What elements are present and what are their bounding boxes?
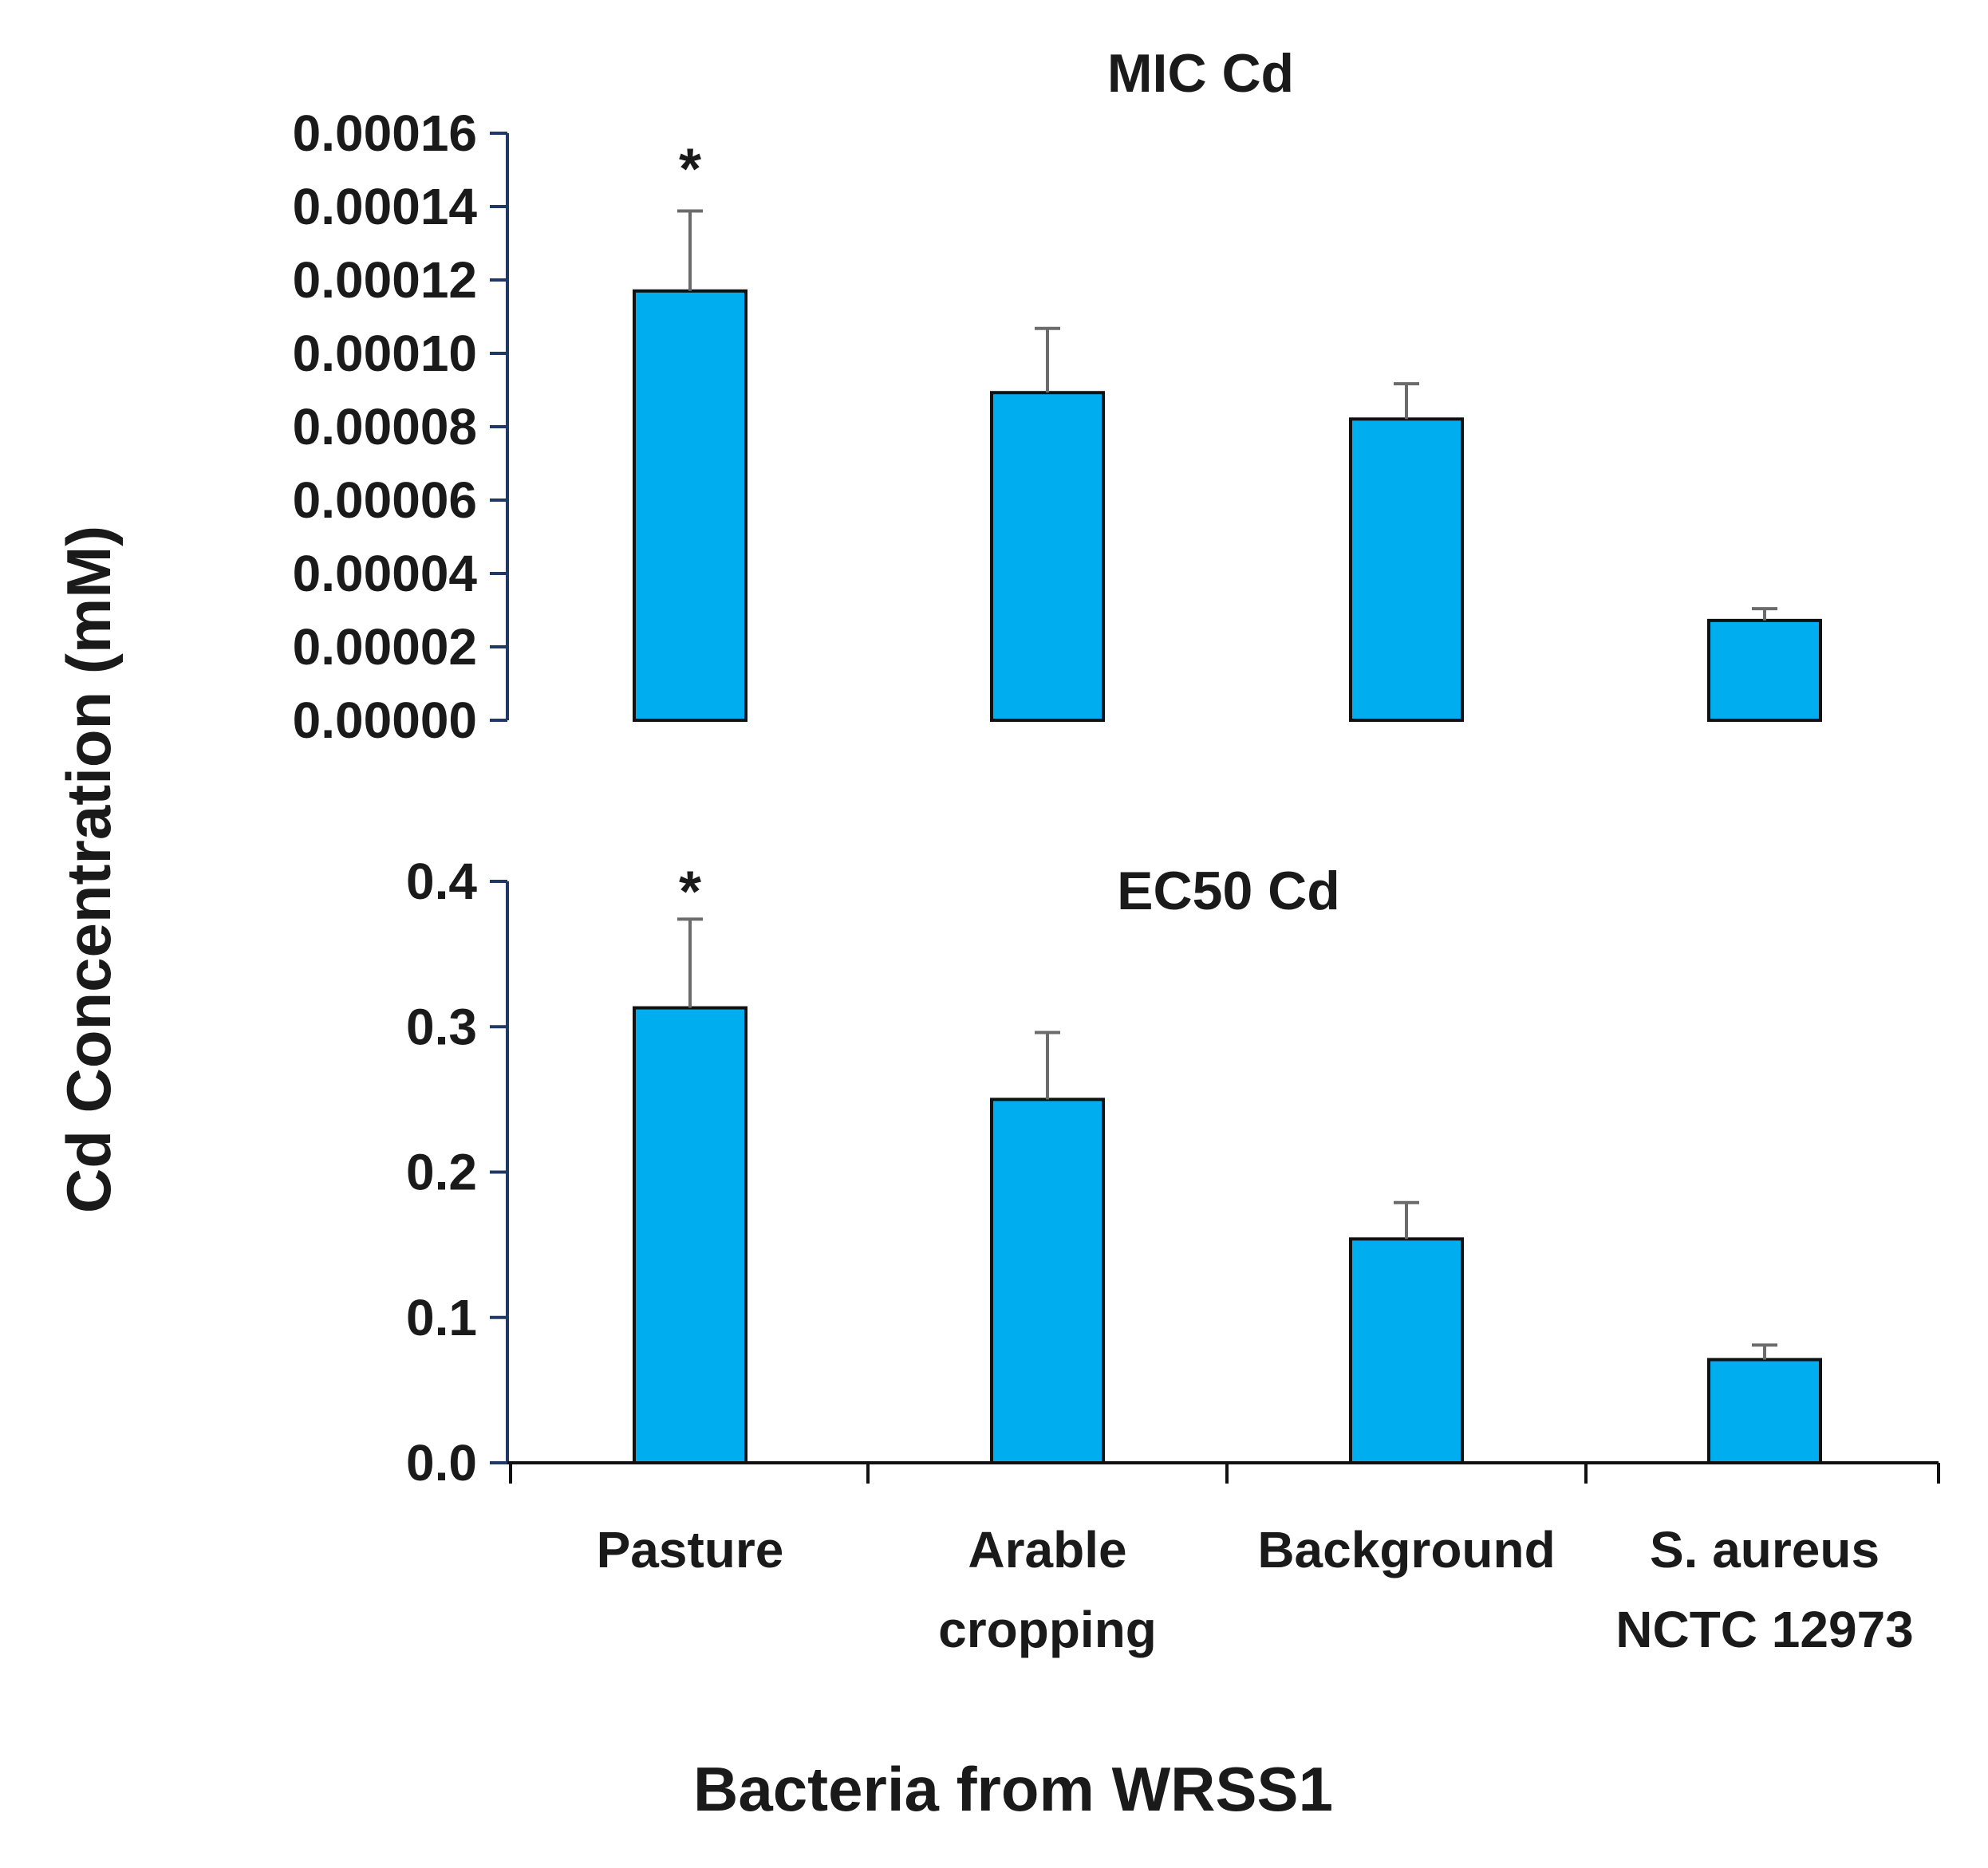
x-category-label: Arable [968, 1521, 1126, 1578]
bar-2 [990, 1098, 1105, 1464]
y-tick-label: 0.00014 [293, 178, 478, 235]
x-category-labels: Pasture Arable cropping Background S. aureus… [597, 1521, 1914, 1658]
bar-2 [990, 391, 1105, 722]
y-axis-label: Cd Concentration (mM) [53, 526, 124, 1213]
x-category-label: cropping [938, 1601, 1157, 1658]
y-tick-label: 0.00000 [293, 692, 477, 749]
mic-cd-panel: MIC Cd 0.00000 0.00002 0.00004 0.00006 0.0000… [293, 43, 1822, 749]
bar-4 [1707, 618, 1822, 723]
chart-title: EC50 Cd [1117, 861, 1340, 921]
ec50-cd-panel: EC50 Cd 0.0 0.1 0.2 0.3 0.4 * [406, 853, 1940, 1492]
significance-mark: * [679, 860, 701, 924]
x-category-label: NCTC 12973 [1615, 1601, 1914, 1658]
y-tick-label: 0.1 [406, 1289, 477, 1346]
chart-title: MIC Cd [1107, 43, 1294, 104]
bar-1 [633, 289, 747, 722]
y-tick-label: 0.3 [406, 998, 477, 1055]
x-category-label: S. aureus [1650, 1521, 1880, 1578]
y-tick-label: 0.00006 [293, 471, 477, 529]
y-tick-label: 0.00008 [293, 398, 477, 455]
y-tick-label: 0.00002 [293, 618, 477, 676]
y-tick-label: 0.2 [406, 1144, 477, 1201]
y-tick-label: 0.00010 [293, 325, 477, 382]
y-tick-label: 0.0 [406, 1434, 477, 1492]
y-tick-label: 0.4 [406, 853, 477, 910]
y-tick-label: 0.00016 [293, 104, 477, 162]
x-category-label: Pasture [597, 1521, 784, 1578]
significance-mark: * [679, 138, 701, 202]
bar-3 [1349, 1237, 1464, 1464]
y-tick-label: 0.00004 [293, 545, 478, 602]
bar-4 [1707, 1358, 1822, 1465]
x-axis-label: Bacteria from WRSS1 [693, 1754, 1333, 1824]
y-tick-label: 0.00012 [293, 251, 477, 309]
bar-3 [1349, 417, 1464, 723]
x-category-label: Background [1257, 1521, 1555, 1578]
bar-1 [633, 1006, 747, 1464]
